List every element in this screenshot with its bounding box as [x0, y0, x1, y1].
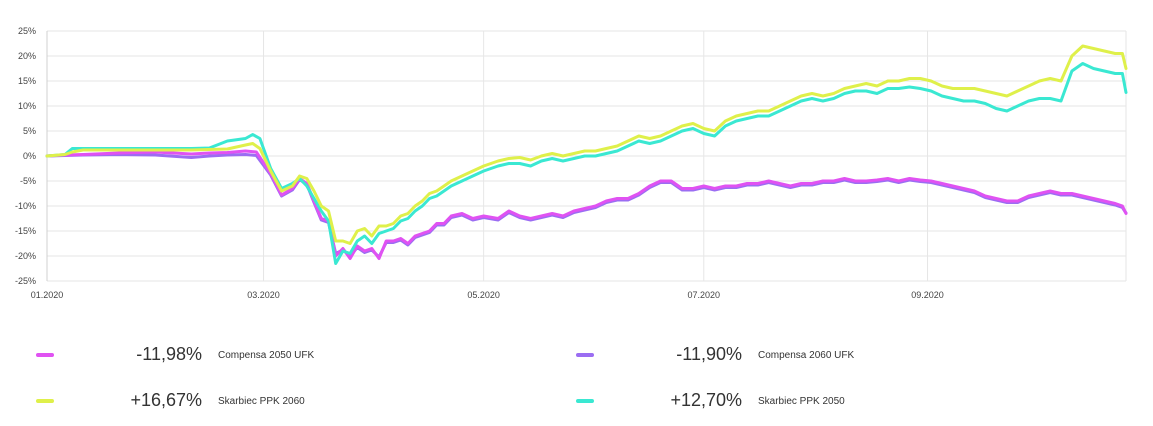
legend-swatch [36, 353, 54, 357]
series-line-compensa-2050-ufk[interactable] [47, 151, 1126, 259]
x-tick-label: 03.2020 [247, 290, 280, 300]
legend-swatch [36, 399, 54, 403]
legend-value: +12,70% [670, 390, 742, 411]
legend-value: -11,90% [676, 344, 742, 365]
x-tick-label: 01.2020 [31, 290, 64, 300]
y-tick-label: -25% [15, 276, 36, 286]
legend-swatch [576, 353, 594, 357]
line-chart: 25% 20% 15% 10% 5% 0% -5% -10% -15% -20% -25% 01.2… [0, 0, 1153, 300]
x-tick-label: 07.2020 [688, 290, 721, 300]
x-tick-label: 05.2020 [467, 290, 500, 300]
legend-series-name: Compensa 2060 UFK [758, 350, 854, 361]
legend-item-compensa-2050[interactable]: -11,98% Compensa 2050 UFK [36, 340, 436, 370]
legend-series-name: Skarbiec PPK 2050 [758, 396, 845, 407]
legend-item-skarbiec-2050[interactable]: +12,70% Skarbiec PPK 2050 [576, 386, 976, 416]
y-tick-label: 10% [18, 101, 36, 111]
y-tick-label: 15% [18, 76, 36, 86]
legend-item-skarbiec-2060[interactable]: +16,67% Skarbiec PPK 2060 [36, 386, 436, 416]
legend-series-name: Skarbiec PPK 2060 [218, 396, 305, 407]
y-tick-label: 25% [18, 26, 36, 36]
x-tick-label: 09.2020 [911, 290, 944, 300]
legend-swatch [576, 399, 594, 403]
y-tick-label: -20% [15, 251, 36, 261]
legend-item-compensa-2060[interactable]: -11,90% Compensa 2060 UFK [576, 340, 976, 370]
y-tick-label: 0% [23, 151, 36, 161]
y-tick-label: -15% [15, 226, 36, 236]
series-line-skarbiec-ppk-2050[interactable] [47, 64, 1126, 264]
legend-value: +16,67% [130, 390, 202, 411]
y-axis-ticks: 25% 20% 15% 10% 5% 0% -5% -10% -15% -20% -25% [15, 26, 36, 286]
y-tick-label: -5% [20, 176, 36, 186]
y-tick-label: 20% [18, 51, 36, 61]
x-axis-ticks: 01.2020 03.2020 05.2020 07.2020 09.2020 [31, 290, 944, 300]
y-tick-label: -10% [15, 201, 36, 211]
legend-series-name: Compensa 2050 UFK [218, 350, 314, 361]
y-tick-label: 5% [23, 126, 36, 136]
legend-value: -11,98% [136, 344, 202, 365]
series-line-skarbiec-ppk-2060[interactable] [47, 46, 1126, 244]
